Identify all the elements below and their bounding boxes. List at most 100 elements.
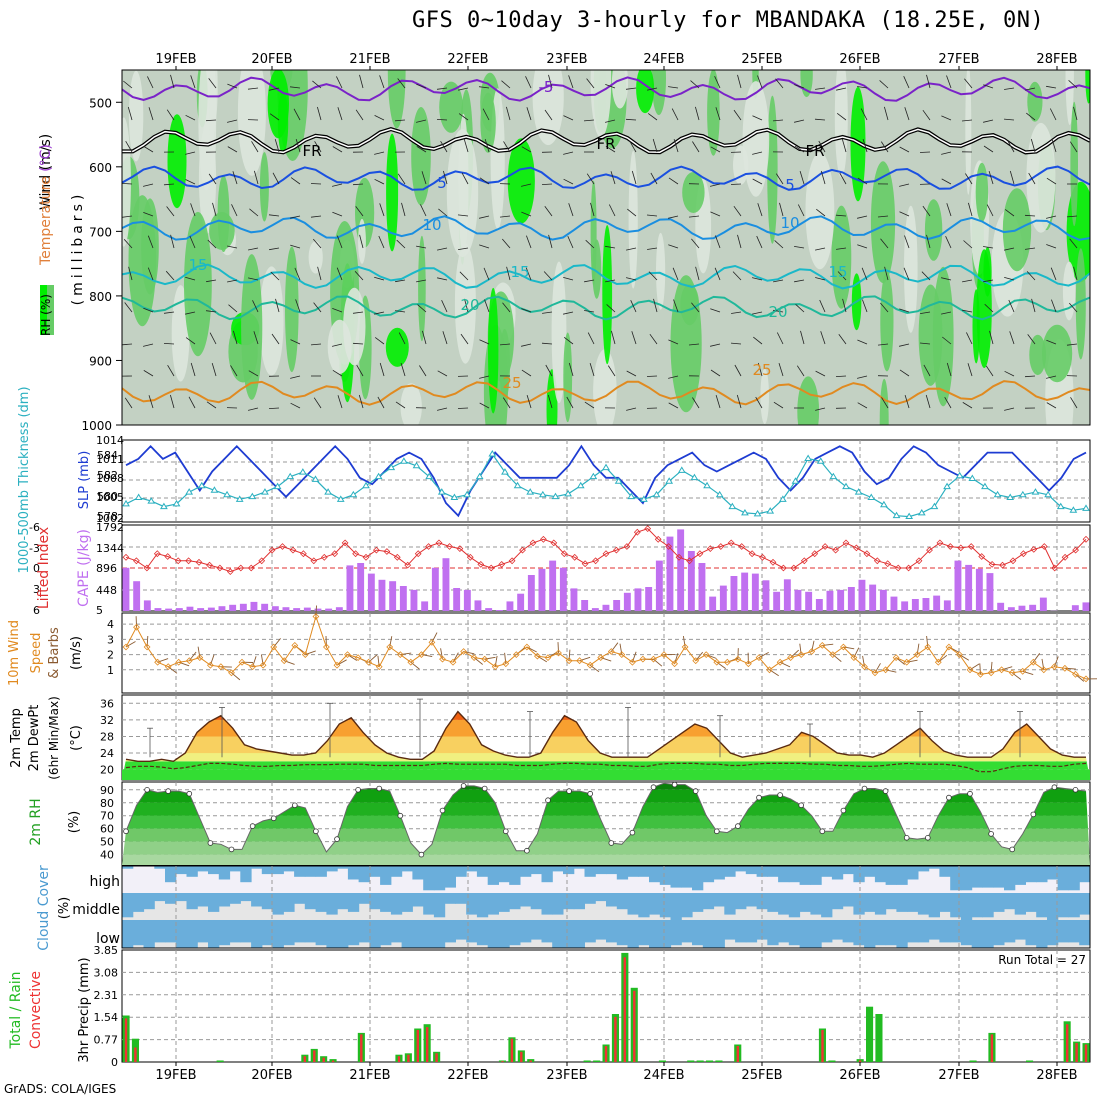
contour-label: 25 [752,361,771,379]
cape-bar [303,607,311,611]
cloud-cell [939,893,951,912]
contour-label: 15 [828,263,847,281]
wind-barb [1007,140,1015,153]
cloud-cell [874,893,887,915]
lifted-index-point [300,550,307,558]
wind-barb [585,239,595,249]
contour-label: 20 [768,303,787,321]
cloud-cell [401,893,413,912]
thickness-point [652,490,661,498]
cape-bar [229,604,237,611]
precip-conv-bar [501,1061,504,1062]
lifted-index-point [477,561,485,568]
wind-barb [985,365,994,377]
cloud-cell [713,920,725,948]
cape-bar [933,595,941,611]
wind-barb [773,279,784,283]
wind-barb [946,362,952,377]
cloud-cell [165,893,177,904]
wind-barb [710,211,721,217]
wind-barb [355,206,364,217]
thickness-tick-label: 582 [97,469,118,482]
wind-barb [275,298,280,313]
cloud-cell [928,866,940,869]
thickness-point [703,481,711,489]
wind-barb-10m [463,651,475,655]
cloud-cell [175,893,188,902]
wind-barb [314,141,322,153]
wind-barb [1009,331,1015,345]
lifted-index-point [842,539,850,547]
wind-speed-point [365,658,372,666]
cloud-cell [487,866,499,885]
wind-speed-point [175,658,183,666]
cape-bar [442,558,450,611]
precip-tick-label: 0.77 [94,1034,119,1047]
wind-barb [526,235,532,249]
wind-barb [352,311,364,314]
cape-bar [698,563,706,611]
cape-bar [282,607,290,611]
wind-barb [457,214,469,217]
lifted-index-point [706,545,714,552]
cloud-unit-label: (%) [57,897,72,920]
rh-point [481,785,488,792]
wind-barb [862,299,868,313]
wind-barb [122,215,133,218]
wind-barb-10m [400,652,412,656]
cape-tick-label: 1792 [96,521,124,534]
wind-barb [377,396,385,409]
rh2m-axis-label: 2m RH [28,798,44,845]
slp-axis-label: SLP (mb) [77,451,92,510]
cloud-cell [1047,893,1059,920]
wind-barb-10m [979,663,981,675]
wind-barb [1051,138,1057,153]
wind-barb [1024,375,1036,378]
wind-barb [668,402,679,409]
wind-barb [499,343,511,346]
wind-speed-point [238,658,246,666]
wind-barb [170,74,175,89]
wind-barb [583,119,595,122]
cloud-cell [347,866,360,880]
precip-conv-bar [435,1053,438,1062]
wind-barb [143,212,154,217]
wind-tick-label: 2 [107,649,114,662]
cape-bar [559,567,567,611]
thickness-point [880,500,888,508]
wind-barb [332,211,343,217]
wind-barb [941,178,952,185]
wind-barb [841,138,847,153]
wind-barb [815,407,826,411]
wind-barb [463,138,469,153]
wind-barb [374,115,385,121]
cloud-cell [380,866,392,885]
rh-point [671,781,678,788]
cape-bar [709,596,717,611]
cloud-cell [724,866,736,877]
cloud-cell [649,893,661,915]
cape-tick-label: 5 [96,604,103,617]
cloud-cell [788,866,801,883]
wind-barb [479,244,490,249]
cape-bar [1039,597,1047,611]
rh2m-unit-label: (%) [67,811,82,834]
lifted-index-point [206,561,213,569]
temp-band [122,753,1090,762]
cloud-cell [584,866,596,877]
wind-speed-point [1072,670,1079,678]
cloud-cell [143,893,155,910]
wind-speed-point [544,654,552,661]
wind-barb-10m [421,654,433,658]
lifted-index-point [133,557,140,565]
cloud-cell [1057,893,1069,918]
precip-conv-label: Convective [28,971,44,1049]
wind-speed-point [354,654,362,661]
lifted-index-point [226,568,234,575]
wind-barb [607,365,616,377]
wind-barb [877,215,889,218]
cloud-cell [466,866,478,872]
cloud-cell [864,893,876,912]
cape-bar [1018,605,1026,611]
wind-barb [479,402,490,409]
